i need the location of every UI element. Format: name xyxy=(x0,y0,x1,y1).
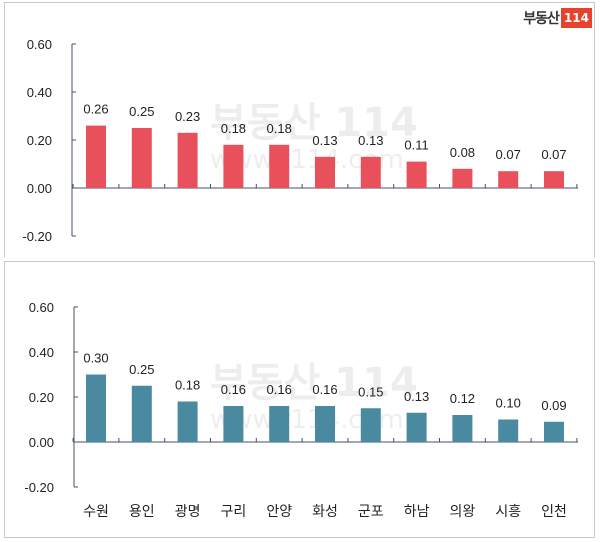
data-label: 0.25 xyxy=(129,104,154,119)
bar xyxy=(223,144,244,188)
y-tick-label: 0.60 xyxy=(29,300,54,315)
data-label: 0.18 xyxy=(221,121,246,136)
data-label: 0.07 xyxy=(496,147,521,162)
bar xyxy=(269,406,290,442)
bar xyxy=(177,132,198,188)
category-label: 화성 xyxy=(312,504,338,520)
logo-text: 부동산 xyxy=(523,11,560,27)
data-label: 0.16 xyxy=(221,382,246,397)
data-label: 0.16 xyxy=(267,382,292,397)
category-label: 광명 xyxy=(175,504,201,520)
bar xyxy=(498,171,519,188)
y-tick-label: 0.60 xyxy=(27,37,52,52)
bar xyxy=(223,406,244,442)
bar xyxy=(131,128,152,188)
bar xyxy=(86,125,106,188)
y-tick-label: -0.20 xyxy=(24,480,54,495)
data-label: 0.18 xyxy=(175,378,200,393)
bar xyxy=(131,385,152,442)
y-tick-label: 0.20 xyxy=(27,133,52,148)
category-label: 용인 xyxy=(129,504,155,520)
category-label: 시흥 xyxy=(495,504,521,520)
data-label: 0.11 xyxy=(404,138,428,153)
logo-box: 114 xyxy=(560,8,592,28)
data-label: 0.07 xyxy=(541,147,566,162)
y-tick-label: 0.40 xyxy=(29,345,54,360)
data-label: 0.18 xyxy=(267,121,292,136)
data-label: 0.08 xyxy=(450,145,475,160)
data-label: 0.13 xyxy=(404,389,429,404)
brand-logo: 부동산 114 xyxy=(523,8,592,28)
data-label: 0.16 xyxy=(312,382,337,397)
data-label: 0.25 xyxy=(129,362,154,377)
data-label: 0.13 xyxy=(358,133,383,148)
y-tick-label: -0.20 xyxy=(22,229,52,244)
bar xyxy=(315,406,335,442)
bar xyxy=(406,161,427,188)
bar xyxy=(86,374,106,442)
bar xyxy=(315,156,335,188)
category-label: 수원 xyxy=(83,504,109,520)
bar xyxy=(360,156,381,188)
data-label: 0.13 xyxy=(312,133,337,148)
bar xyxy=(498,419,519,442)
y-tick-label: 0.40 xyxy=(27,85,52,100)
data-label: 0.30 xyxy=(83,351,108,366)
category-label: 군포 xyxy=(358,504,384,520)
data-label: 0.26 xyxy=(83,102,108,117)
bar xyxy=(360,408,381,442)
data-label: 0.10 xyxy=(496,396,521,411)
data-label: 0.15 xyxy=(358,384,383,399)
category-label: 하남 xyxy=(404,504,430,520)
bar xyxy=(452,168,473,188)
y-tick-label: 0.20 xyxy=(29,390,54,405)
bar xyxy=(544,171,564,188)
category-label: 구리 xyxy=(221,504,247,520)
data-label: 0.12 xyxy=(450,391,475,406)
data-label: 0.23 xyxy=(175,109,200,124)
y-tick-label: 0.00 xyxy=(29,435,54,450)
bar xyxy=(452,415,473,442)
bar xyxy=(544,421,564,442)
data-label: 0.09 xyxy=(541,398,566,413)
bar xyxy=(406,412,427,442)
y-tick-label: 0.00 xyxy=(27,181,52,196)
category-label: 인천 xyxy=(541,504,567,520)
bar xyxy=(177,401,198,442)
category-label: 안양 xyxy=(266,504,292,520)
category-label: 의왕 xyxy=(450,504,476,520)
bar xyxy=(269,144,290,188)
